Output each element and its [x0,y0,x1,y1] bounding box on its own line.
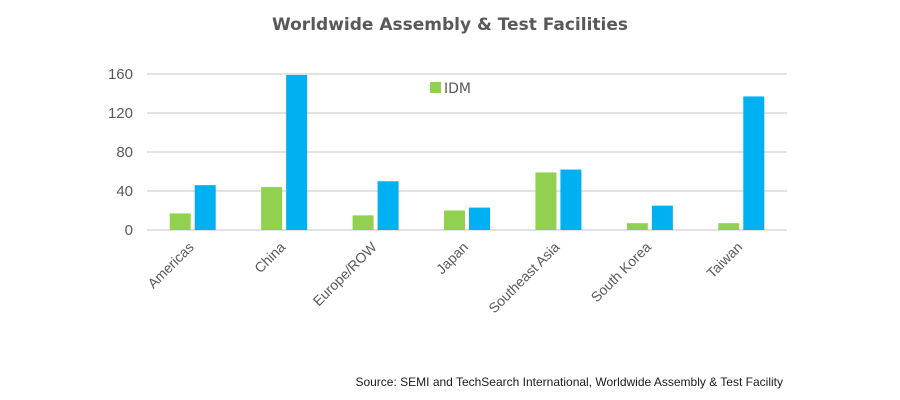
x-tick-label: China [251,239,288,276]
x-tick-label: South Korea [588,239,655,306]
x-tick-label: Japan [433,239,471,277]
x-tick-label: Europe/ROW [310,238,381,309]
bar-idm [444,210,465,230]
legend-label-idm: IDM [444,81,471,97]
bar-idm [535,172,557,230]
bar-series-2 [286,74,308,230]
bar-idm [352,215,374,230]
y-tick-label: 40 [116,183,133,200]
bar-idm [261,187,283,230]
y-axis-ticks: 0 40 80 120 160 [108,66,133,239]
bar-series-2 [743,96,765,230]
gridlines [147,73,787,231]
bar-idm [718,223,740,230]
x-tick-label: Americas [144,239,197,292]
chart-title: Worldwide Assembly & Test Facilities [272,15,628,35]
bar-series-2 [651,205,673,230]
bars [169,74,765,230]
x-tick-label: Southeast Asia [485,239,563,317]
source-note: Source: SEMI and TechSearch Internationa… [355,375,783,389]
bar-series-2 [194,185,216,230]
x-axis-labels: Americas China Europe/ROW Japan Southeast As… [144,238,745,316]
y-tick-label: 120 [108,105,133,122]
y-tick-label: 0 [125,222,133,239]
legend-swatch-idm [430,82,441,93]
y-tick-label: 160 [108,66,133,83]
bar-series-2 [560,169,582,230]
bar-series-2 [377,181,399,230]
bar-idm [169,213,191,230]
bar-idm [626,223,648,230]
x-tick-label: Taiwan [703,239,745,281]
bar-series-2 [469,207,490,230]
y-tick-label: 80 [116,144,133,161]
legend: IDM [430,81,471,97]
